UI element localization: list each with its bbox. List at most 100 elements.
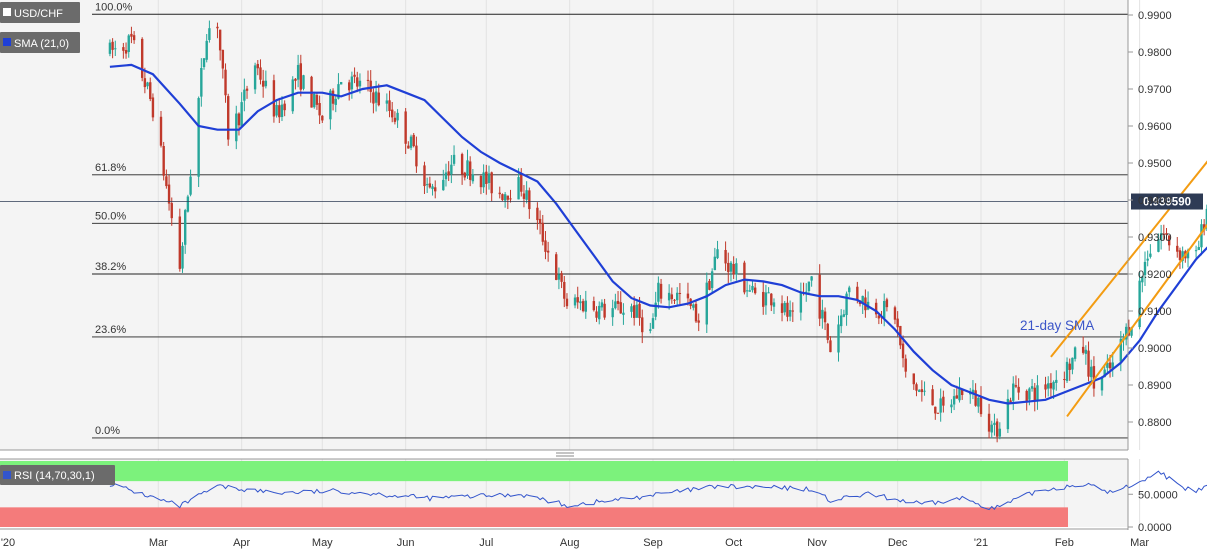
y-tick-label: 0.9100 (1138, 306, 1172, 318)
candle (151, 93, 155, 122)
candle (259, 59, 262, 85)
x-tick-label: Sep (643, 537, 663, 549)
candle (1063, 371, 1066, 389)
candle (447, 161, 450, 182)
candle (506, 195, 510, 210)
candle (950, 399, 953, 414)
sma-annotation: 21-day SMA (1020, 318, 1094, 333)
candle (990, 420, 993, 439)
candle (425, 177, 429, 194)
candle (501, 193, 504, 201)
rsi-overbought-zone (0, 461, 1068, 482)
candle (1036, 375, 1039, 410)
candle (659, 278, 663, 304)
candle (630, 303, 633, 318)
candle (915, 382, 918, 397)
candle (1006, 389, 1010, 434)
price-plot-area[interactable] (0, 0, 1128, 450)
candle (528, 187, 531, 219)
candle (253, 62, 257, 94)
candle (920, 380, 924, 402)
x-tick-label: '21 (974, 537, 988, 549)
x-tick-label: Apr (233, 537, 250, 549)
candle (1073, 346, 1077, 362)
candle (216, 22, 219, 39)
candle (651, 313, 655, 329)
candle (1092, 356, 1096, 397)
candle (202, 58, 206, 70)
candle (388, 90, 391, 118)
rsi-y-tick-label: 50.0000 (1138, 489, 1178, 501)
candle (667, 284, 671, 310)
candle (544, 231, 547, 260)
candle (893, 305, 897, 325)
candle (347, 79, 351, 101)
candle (1012, 376, 1015, 411)
candle (221, 49, 225, 79)
candle (1178, 247, 1182, 269)
candle (178, 208, 182, 272)
sma-21-line (109, 63, 1207, 405)
candle (611, 299, 614, 326)
candle (181, 242, 184, 273)
pane-splitter-handle[interactable] (556, 452, 574, 457)
fib-level-label: 61.8% (95, 162, 126, 174)
candle (1143, 251, 1147, 286)
candle (1167, 235, 1171, 251)
candle (619, 291, 622, 314)
candle (823, 307, 827, 331)
candle (581, 298, 585, 313)
candle (821, 299, 824, 329)
candle (799, 282, 803, 321)
candle (710, 268, 714, 294)
candle (657, 276, 660, 309)
candle (724, 241, 727, 271)
y-tick-label: 0.9700 (1138, 84, 1172, 96)
candle (479, 174, 483, 195)
candle (396, 109, 399, 128)
candle (108, 39, 112, 57)
candle (942, 390, 945, 413)
candle (444, 163, 448, 187)
candle (1197, 240, 1200, 251)
candle (256, 60, 259, 76)
candle (294, 77, 297, 90)
candle (993, 413, 996, 436)
rsi-oversold-zone (0, 507, 1068, 527)
candle (673, 298, 676, 305)
candle (952, 389, 956, 411)
symbol-legend[interactable]: USD/CHF (0, 2, 80, 23)
rsi-y-tick-labels: 50.0000 0.0000 (1128, 489, 1178, 534)
candle (1119, 331, 1123, 372)
candle (936, 412, 940, 414)
candle (272, 74, 276, 123)
candle (1194, 245, 1198, 258)
candle (132, 31, 136, 44)
candle (729, 260, 733, 282)
y-tick-label: 0.9500 (1138, 158, 1172, 170)
candle (463, 171, 467, 181)
candle (764, 284, 768, 315)
candle (415, 136, 418, 173)
candle (1017, 378, 1020, 400)
candle (468, 156, 472, 187)
rsi-legend[interactable]: RSI (14,70,30,1) (0, 465, 115, 485)
x-tick-label: Aug (560, 537, 580, 549)
fibonacci-levels: 100.0% 61.8% 50.0% 38.2% 23.6% 0.0% (92, 1, 1128, 439)
candle (697, 313, 700, 332)
candle (353, 67, 356, 84)
y-tick-label: 0.9300 (1138, 232, 1172, 244)
candle (883, 293, 886, 327)
candle (772, 298, 776, 314)
candle (595, 306, 598, 322)
candle (218, 29, 222, 61)
candle (877, 313, 881, 325)
candle (264, 70, 268, 89)
candle (1202, 219, 1206, 236)
candle (546, 241, 550, 262)
current-price-value: 0.939590 (1143, 197, 1191, 209)
candle (471, 168, 475, 184)
sma-legend[interactable]: SMA (21,0) (0, 32, 80, 53)
candle (538, 210, 542, 235)
candle (692, 303, 695, 311)
